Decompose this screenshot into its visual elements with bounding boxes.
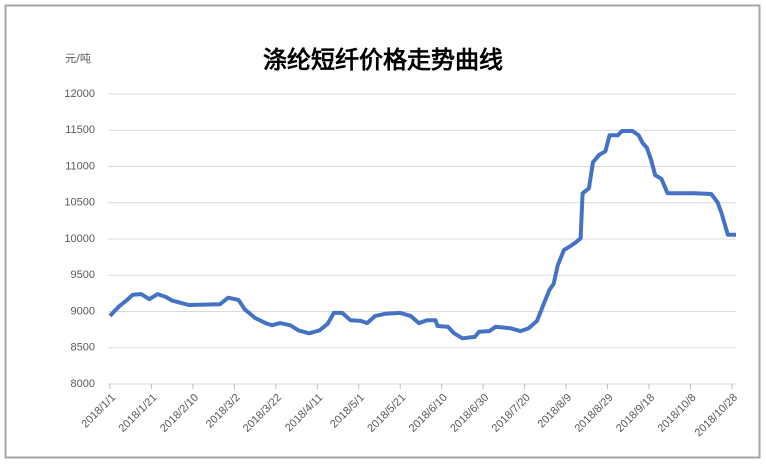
- y-axis-label: 元/吨: [65, 52, 91, 65]
- y-tick-label: 11500: [65, 124, 95, 136]
- y-tick-label: 10500: [64, 197, 95, 209]
- chart-frame: [4, 4, 761, 459]
- y-tick-label: 10000: [64, 233, 95, 245]
- chart-title: 涤纶短纤价格走势曲线: [263, 46, 503, 74]
- y-tick-label: 9500: [71, 269, 95, 281]
- y-tick-label: 9000: [71, 305, 95, 317]
- y-tick-label: 12000: [64, 88, 95, 100]
- y-tick-label: 8500: [71, 342, 95, 354]
- y-tick-label: 8000: [71, 378, 95, 390]
- data-line: [108, 129, 736, 341]
- y-tick-label: 11000: [65, 160, 95, 172]
